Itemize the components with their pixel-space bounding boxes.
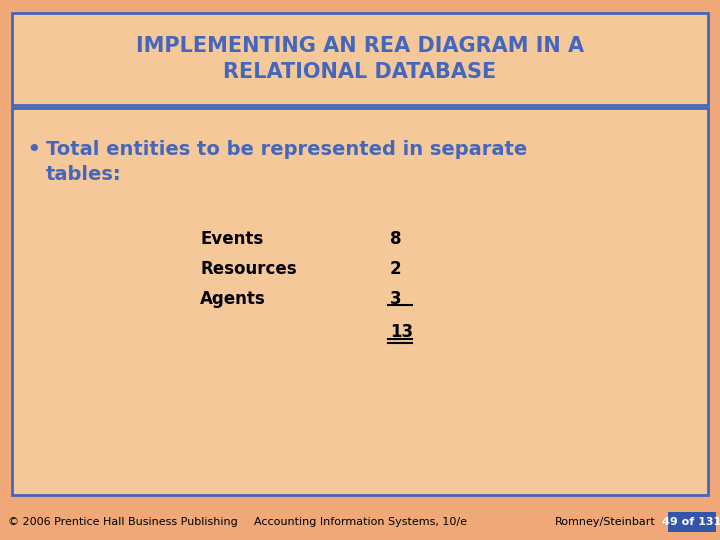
Text: •: • [26, 138, 41, 162]
Text: 13: 13 [390, 323, 413, 341]
Text: Accounting Information Systems, 10/e: Accounting Information Systems, 10/e [253, 517, 467, 527]
Text: 8: 8 [390, 230, 402, 248]
Text: © 2006 Prentice Hall Business Publishing: © 2006 Prentice Hall Business Publishing [8, 517, 238, 527]
Text: IMPLEMENTING AN REA DIAGRAM IN A
RELATIONAL DATABASE: IMPLEMENTING AN REA DIAGRAM IN A RELATIO… [136, 36, 584, 82]
Text: 49 of 131: 49 of 131 [662, 517, 720, 527]
FancyBboxPatch shape [668, 512, 716, 532]
Text: Events: Events [200, 230, 264, 248]
FancyBboxPatch shape [12, 13, 708, 105]
Text: Romney/Steinbart: Romney/Steinbart [555, 517, 656, 527]
Text: Agents: Agents [200, 290, 266, 308]
Text: Resources: Resources [200, 260, 297, 278]
Text: 2: 2 [390, 260, 402, 278]
Text: Total entities to be represented in separate
tables:: Total entities to be represented in sepa… [46, 140, 527, 184]
FancyBboxPatch shape [12, 108, 708, 495]
Text: 3: 3 [390, 290, 402, 308]
